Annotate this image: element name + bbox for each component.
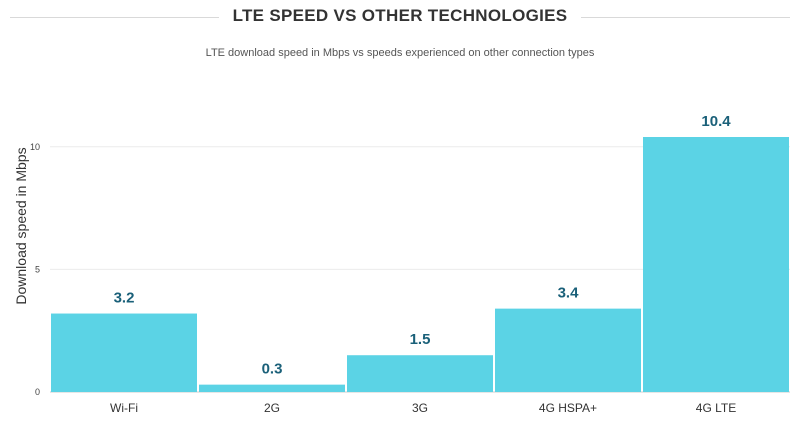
bar-value-label: 3.2 — [114, 290, 135, 307]
bar — [643, 137, 789, 392]
bar — [199, 384, 345, 392]
x-category-label: 3G — [412, 401, 428, 415]
title-rule-left — [10, 17, 230, 18]
bar — [51, 313, 197, 392]
bar-value-label: 0.3 — [262, 361, 283, 378]
bar-layer — [51, 137, 789, 392]
bar — [495, 308, 641, 392]
bar-value-label: 10.4 — [701, 113, 731, 130]
chart-title-bar: LTE SPEED VS OTHER TECHNOLOGIES — [0, 0, 800, 36]
x-category-label: Wi-Fi — [110, 401, 138, 415]
x-category-label: 2G — [264, 401, 280, 415]
bar — [347, 355, 493, 392]
y-axis-label: Download speed in Mbps — [13, 147, 29, 304]
x-category-label: 4G HSPA+ — [539, 401, 597, 415]
chart-subtitle: LTE download speed in Mbps vs speeds exp… — [205, 47, 595, 59]
chart-title: LTE SPEED VS OTHER TECHNOLOGIES — [0, 6, 800, 26]
y-tick-label: 5 — [35, 264, 40, 274]
bar-value-label: 1.5 — [410, 331, 431, 348]
title-rule-right — [565, 17, 790, 18]
y-tick-label: 10 — [30, 142, 40, 152]
x-category-label: 4G LTE — [696, 401, 736, 415]
label-layer: 0 5 10 3.2 Wi-Fi 0.3 2G 1.5 3G 3.4 4G HSPA+ 10.4 4G … — [30, 113, 736, 415]
y-tick-label: 0 — [35, 387, 40, 397]
bar-value-label: 3.4 — [558, 285, 580, 302]
chart-title-text: LTE SPEED VS OTHER TECHNOLOGIES — [218, 6, 582, 25]
